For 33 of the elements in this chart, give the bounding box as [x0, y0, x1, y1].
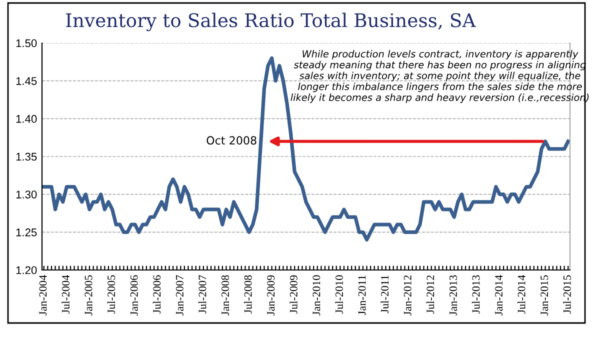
annotation: Oct 2008	[206, 136, 256, 145]
x-tick-label: Jul-2011	[380, 276, 389, 314]
x-tick-label: Jan-2006	[130, 275, 138, 316]
x-tick-label: Jan-2010	[312, 275, 320, 316]
x-tick-label: Jan-2008	[222, 275, 230, 316]
x-tick-label: Jul-2009	[290, 275, 298, 314]
x-tick-label: Jan-2014	[495, 275, 503, 316]
x-tick-label: Jul-2015	[563, 275, 571, 314]
x-tick-label: Jul-2012	[426, 275, 434, 314]
x-tick-label: Jan-2012	[404, 275, 412, 316]
y-tick-label: 1.40	[16, 114, 37, 123]
x-tick-label: Jan-2011	[358, 276, 366, 315]
x-tick-label: Jul-2014	[517, 275, 526, 314]
x-tick-label: Jan-2004	[39, 275, 47, 316]
y-tick-label: 1.25	[16, 228, 37, 236]
x-tick-label: Jan-2007	[176, 275, 184, 316]
x-tick-label: Jul-2008	[244, 275, 252, 314]
x-tick-label: Jan-2013	[449, 275, 457, 316]
x-tick-label: Jan-2009	[267, 275, 275, 316]
x-tick-label: Jul-2010	[335, 275, 343, 314]
x-tick-label: Jul-2004	[62, 275, 70, 314]
x-tick-label: Jul-2013	[472, 275, 480, 314]
y-tick-label: 1.30	[16, 190, 37, 198]
y-tick-label: 1.20	[16, 266, 37, 274]
y-tick-label: 1.45	[16, 77, 37, 85]
y-tick-label: 1.50	[16, 39, 37, 48]
x-tick-label: Jan-2005	[84, 275, 92, 316]
x-tick-label: Jul-2007	[198, 275, 206, 314]
x-tick-label: Jul-2006	[152, 275, 161, 314]
y-tick-label: 1.35	[16, 152, 37, 161]
chart-title: Inventory to Sales Ratio Total Business, SA	[66, 12, 476, 32]
x-tick-label: Jul-2005	[107, 275, 116, 314]
x-tick-label: Jan-2015	[540, 275, 548, 316]
